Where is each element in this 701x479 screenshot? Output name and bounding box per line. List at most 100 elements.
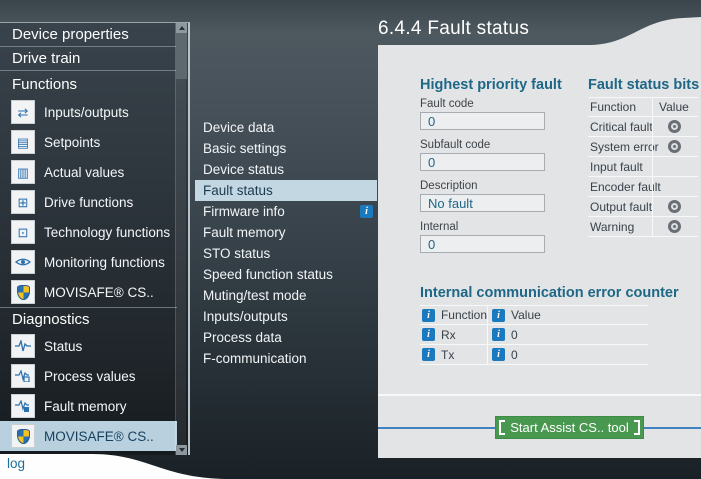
sidebar-scrollbar[interactable]: [175, 23, 187, 455]
info-icon[interactable]: i: [492, 328, 505, 341]
sidebar-item-label: Setpoints: [44, 134, 101, 150]
table-row: Critical fault: [588, 117, 698, 137]
triangle-up-icon: [178, 26, 185, 30]
cell-function: Output fault: [590, 199, 653, 214]
start-assist-tool-button[interactable]: Start Assist CS.. tool: [495, 416, 644, 439]
process-values-icon: [11, 364, 35, 388]
table-row: Input fault: [588, 157, 698, 177]
sidebar-item-device-properties[interactable]: Device properties: [0, 23, 177, 47]
cell-function: Tx: [441, 347, 455, 362]
table-row: i Rx i 0: [420, 325, 648, 345]
sidebar-item-label: Actual values: [44, 164, 125, 180]
internal-field: Internal 0: [420, 221, 545, 253]
triangle-down-icon: [178, 448, 185, 452]
sidebar-section-diagnostics[interactable]: Diagnostics: [0, 307, 177, 331]
subfault-code-value[interactable]: 0: [420, 153, 545, 171]
highest-priority-fault-heading: Highest priority fault: [420, 77, 562, 93]
sidebar-item-drive-functions[interactable]: ⊞ Drive functions: [0, 187, 177, 217]
column-header-function: Function: [590, 100, 637, 114]
actual-values-icon: ▥: [11, 160, 35, 184]
menu-item-fault-status[interactable]: Fault status: [195, 180, 377, 201]
menu-item-process-data[interactable]: Process data: [203, 330, 282, 345]
sidebar-item-process-values[interactable]: Process values: [0, 361, 177, 391]
inputs-outputs-icon: ⇄: [11, 100, 35, 124]
section-menu: Device data Basic settings Device status…: [195, 117, 377, 369]
scroll-down-button[interactable]: [176, 445, 187, 455]
movisafe-shield-icon: [11, 424, 35, 448]
info-icon[interactable]: i: [422, 308, 435, 322]
sidebar-item-technology-functions[interactable]: ⊡ Technology functions: [0, 217, 177, 247]
info-icon[interactable]: i: [360, 205, 373, 218]
fault-status-bits-heading: Fault status bits: [588, 77, 700, 93]
sidebar-item-setpoints[interactable]: ▤ Setpoints: [0, 127, 177, 157]
sidebar-section-functions[interactable]: Functions: [12, 76, 78, 93]
info-icon[interactable]: i: [422, 348, 435, 361]
menu-item-label: Firmware info: [203, 204, 285, 219]
table-row: Encoder fault: [588, 177, 698, 197]
menu-item-muting-test-mode[interactable]: Muting/test mode: [203, 288, 307, 303]
sidebar-item-actual-values[interactable]: ▥ Actual values: [0, 157, 177, 187]
sidebar-item-inputs-outputs[interactable]: ⇄ Inputs/outputs: [0, 97, 177, 127]
cell-value: 0: [511, 327, 518, 342]
log-tab[interactable]: log: [7, 456, 26, 471]
sidebar-item-movisafe-diagnostics[interactable]: MOVISAFE® CS..: [0, 421, 177, 451]
table-row: i Tx i 0: [420, 345, 648, 365]
sidebar-item-label: Monitoring functions: [44, 254, 165, 270]
eye-icon: [11, 250, 35, 274]
sidebar-item-label: Inputs/outputs: [44, 104, 129, 120]
section-divider: [378, 394, 701, 396]
sidebar-item-monitoring-functions[interactable]: Monitoring functions: [0, 247, 177, 277]
sidebar-item-movisafe-functions[interactable]: MOVISAFE® CS..: [0, 277, 177, 307]
sidebar-item-label: Status: [44, 338, 83, 354]
cell-function: Warning: [590, 219, 635, 234]
cell-function: Input fault: [590, 159, 643, 174]
description-field: Description No fault: [420, 180, 545, 212]
menu-item-inputs-outputs[interactable]: Inputs/outputs: [203, 309, 288, 324]
menu-item-firmware-info[interactable]: Firmware info i: [195, 201, 377, 222]
field-label: Internal: [420, 221, 459, 233]
fault-code-field: Fault code 0: [420, 98, 545, 130]
log-tab-shape: [0, 454, 230, 479]
menu-item-fault-memory[interactable]: Fault memory: [203, 225, 286, 240]
status-led-icon: [668, 140, 681, 153]
sidebar-item-label: Fault memory: [44, 398, 127, 414]
comm-error-counter-table: i Function i Value i Rx i 0: [420, 305, 648, 365]
info-icon[interactable]: i: [492, 308, 505, 322]
internal-value[interactable]: 0: [420, 235, 545, 253]
scrollbar-thumb[interactable]: [176, 33, 187, 79]
menu-item-device-data[interactable]: Device data: [203, 120, 275, 135]
cell-function: Rx: [441, 327, 456, 342]
table-row: Warning: [588, 217, 698, 237]
drive-functions-icon: ⊞: [11, 190, 35, 214]
description-value[interactable]: No fault: [420, 194, 545, 212]
status-led-icon: [668, 200, 681, 213]
table-row: Output fault: [588, 197, 698, 217]
info-icon[interactable]: i: [422, 328, 435, 341]
menu-item-device-status[interactable]: Device status: [203, 162, 285, 177]
sidebar-item-status[interactable]: Status: [0, 331, 177, 361]
field-label: Fault code: [420, 98, 474, 110]
sidebar-item-fault-memory[interactable]: Fault memory: [0, 391, 177, 421]
menu-item-speed-function-status[interactable]: Speed function status: [203, 267, 333, 282]
menu-item-f-communication[interactable]: F-communication: [203, 351, 307, 366]
column-header-value: Value: [652, 98, 696, 116]
field-label: Description: [420, 180, 478, 192]
sidebar-item-drive-train[interactable]: Drive train: [0, 47, 177, 71]
comm-error-counter-heading: Internal communication error counter: [420, 285, 679, 301]
sidebar-item-label: MOVISAFE® CS..: [44, 428, 154, 444]
fault-status-panel: Highest priority fault Fault code 0 Subf…: [378, 45, 701, 458]
menu-item-basic-settings[interactable]: Basic settings: [203, 141, 287, 156]
cell-value: 0: [511, 347, 518, 362]
subfault-code-field: Subfault code 0: [420, 139, 545, 171]
fault-code-value[interactable]: 0: [420, 112, 545, 130]
cell-function: Critical fault: [590, 119, 653, 134]
column-header-value: Value: [511, 308, 541, 322]
info-icon[interactable]: i: [492, 348, 505, 361]
scroll-up-button[interactable]: [176, 23, 187, 33]
table-header-row: i Function i Value: [420, 305, 648, 325]
setpoints-icon: ▤: [11, 130, 35, 154]
page-title: 6.4.4 Fault status: [378, 18, 530, 39]
table-row: System error: [588, 137, 698, 157]
menu-item-sto-status[interactable]: STO status: [203, 246, 271, 261]
